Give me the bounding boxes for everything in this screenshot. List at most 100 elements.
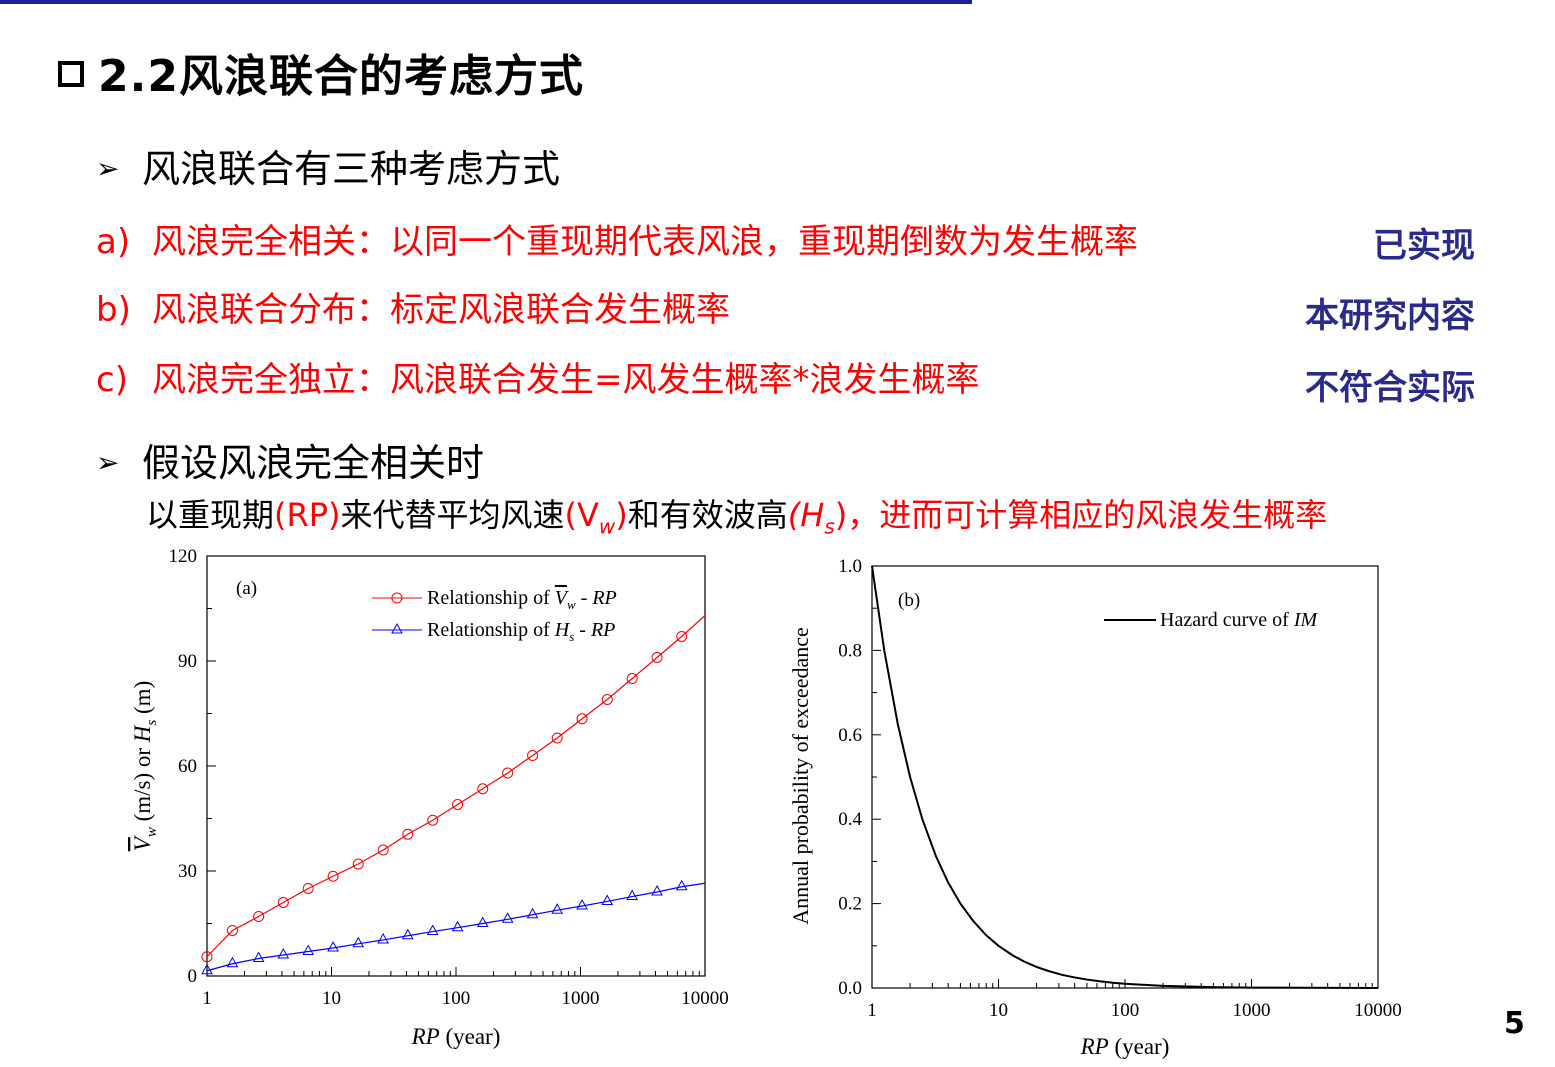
data-point-triangle — [551, 903, 564, 914]
data-point-circle — [226, 925, 238, 936]
tag-b: 本研究内容 — [1305, 296, 1475, 336]
data-point-circle — [452, 799, 464, 810]
y-tick-label: 0.0 — [838, 978, 862, 999]
explanation-part: 和有效波高 — [627, 496, 788, 534]
explanation-part: 以重现期 — [146, 496, 275, 534]
data-point-circle — [402, 828, 414, 840]
legend-label-hazard: Hazard curve of IM — [1160, 609, 1318, 631]
data-point-triangle — [277, 947, 290, 959]
chart-b-xlabel: RP (year) — [1080, 1034, 1170, 1059]
x-tick-label: 1000 — [1233, 1000, 1271, 1021]
data-point-circle — [576, 713, 588, 725]
tag-c: 不符合实际 — [1305, 368, 1475, 408]
item-b: b) 风浪联合分布：标定风浪联合发生概率 — [96, 282, 730, 331]
y-tick-label: 90 — [178, 651, 197, 672]
y-tick-label: 1.0 — [838, 556, 862, 577]
chart-a: 1 10 100 1000 10000 0 30 60 90 120 (a) Relationsh… — [130, 546, 729, 1049]
square-bullet-icon — [58, 61, 84, 87]
slide-title-text: 2.2风浪联合的考虑方式 — [98, 51, 584, 102]
chart-a-xlabel: RP (year) — [411, 1024, 501, 1049]
chart-b: 1 10 100 1000 10000 0.0 0.2 0.4 0.6 0.8 1.0 (b) Ha… — [788, 556, 1402, 1059]
y-tick-label: 0.4 — [838, 809, 862, 830]
data-point-triangle — [526, 907, 539, 919]
x-tick-label: 10 — [989, 1000, 1008, 1021]
data-point-circle — [551, 732, 563, 744]
item-c: c) 风浪完全独立：风浪联合发生=风发生概率*浪发生概率 — [96, 352, 980, 401]
series-line-0 — [206, 615, 706, 958]
data-point-circle — [201, 951, 213, 963]
arrow-bullet-icon: ➢ — [96, 446, 120, 479]
x-tick-label: 100 — [442, 988, 471, 1009]
data-point-triangle — [377, 932, 390, 944]
explanation-part: (RP) — [274, 496, 341, 534]
data-point-circle — [527, 750, 539, 761]
y-tick-label: 0 — [188, 966, 198, 987]
data-point-circle — [601, 694, 613, 705]
data-point-circle — [352, 858, 364, 870]
item-c-label: c) — [96, 360, 128, 400]
slide-title: 2.2风浪联合的考虑方式 — [58, 40, 584, 104]
data-point-circle — [676, 631, 688, 642]
data-point-circle — [377, 844, 389, 856]
y-tick-label: 120 — [169, 546, 198, 567]
data-point-triangle — [352, 936, 365, 948]
hazard-curve-line — [871, 565, 1379, 989]
data-point-triangle — [252, 951, 265, 962]
x-tick-label: 1 — [202, 988, 212, 1009]
data-point-triangle — [226, 956, 239, 968]
bullet-2-text: 假设风浪完全相关时 — [142, 441, 485, 485]
item-c-text: 风浪完全独立：风浪联合发生=风发生概率*浪发生概率 — [152, 360, 980, 400]
explanation-part: ，进而可计算相应的风浪发生概率 — [847, 496, 1328, 534]
chart-a-ylabel: Vw (m/s) or Hs (m) — [130, 681, 160, 851]
data-point-circle — [327, 870, 339, 882]
y-tick-label: 0.6 — [838, 725, 862, 746]
data-point-triangle — [476, 916, 489, 927]
x-tick-label: 10000 — [1354, 1000, 1402, 1021]
data-point-circle — [626, 673, 638, 684]
data-point-circle — [277, 897, 289, 908]
chart-b-ylabel: Annual probability of exceedance — [788, 627, 813, 924]
data-point-triangle — [401, 928, 414, 940]
x-tick-label: 10 — [322, 988, 341, 1009]
page-number: 5 — [1504, 1006, 1525, 1041]
y-tick-label: 30 — [178, 861, 197, 882]
y-tick-label: 0.2 — [838, 894, 862, 915]
data-point-triangle — [201, 963, 213, 975]
x-tick-label: 1 — [867, 1000, 877, 1021]
data-point-circle — [502, 767, 514, 779]
explanation-part: (Hs) — [787, 496, 848, 539]
item-b-text: 风浪联合分布：标定风浪联合发生概率 — [152, 290, 730, 330]
arrow-bullet-icon: ➢ — [96, 152, 120, 185]
data-point-triangle — [576, 898, 588, 910]
explanation-part: (Vw) — [564, 496, 628, 539]
chart-a-panel-label: (a) — [236, 578, 257, 599]
x-tick-label: 10000 — [681, 988, 729, 1009]
tag-a: 已实现 — [1373, 226, 1475, 266]
data-point-triangle — [601, 894, 614, 905]
bullet-1: ➢ 风浪联合有三种考虑方式 — [96, 138, 560, 193]
bullet-2: ➢ 假设风浪完全相关时 — [96, 432, 484, 487]
data-point-circle — [427, 814, 439, 826]
x-tick-label: 100 — [1111, 1000, 1140, 1021]
legend-label-hs: Relationship of Hs - RP — [427, 619, 615, 644]
top-accent-bar — [0, 0, 972, 4]
data-point-triangle — [675, 879, 688, 891]
legend-label-vw: Relationship of Vw - RP — [427, 587, 617, 612]
bullet-1-text: 风浪联合有三种考虑方式 — [142, 147, 561, 191]
data-point-triangle — [426, 924, 439, 936]
item-a-label: a) — [96, 222, 131, 262]
series-line-1 — [206, 882, 706, 972]
explanation-line: 以重现期(RP)来代替平均风速(Vw)和有效波高(Hs)，进而可计算相应的风浪发… — [146, 490, 1327, 538]
item-b-label: b) — [96, 290, 131, 330]
data-point-triangle — [501, 912, 514, 923]
data-point-triangle — [626, 889, 639, 901]
data-point-triangle — [451, 920, 464, 932]
x-tick-label: 1000 — [562, 988, 600, 1009]
data-point-circle — [253, 911, 265, 922]
data-point-circle — [651, 652, 663, 663]
data-point-triangle — [302, 944, 315, 955]
legend-marker-circle — [391, 592, 403, 604]
item-a: a) 风浪完全相关：以同一个重现期代表风浪，重现期倒数为发生概率 — [96, 214, 1138, 263]
data-point-circle — [477, 783, 489, 795]
chart-b-panel-label: (b) — [898, 590, 920, 611]
